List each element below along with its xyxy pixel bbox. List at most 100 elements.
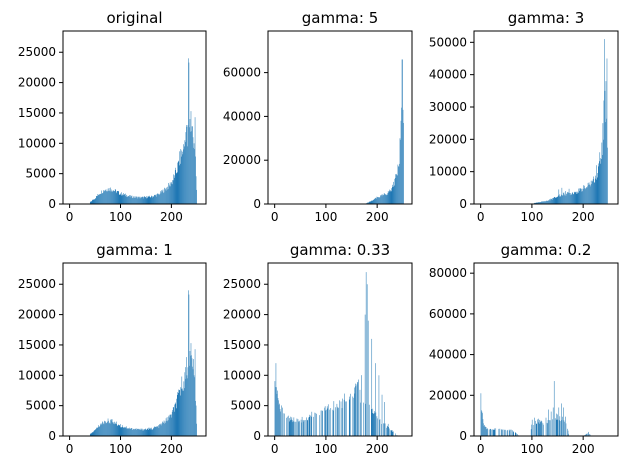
histogram-bar: [166, 187, 167, 204]
histogram-bar: [182, 388, 183, 436]
histogram-bar: [388, 428, 390, 436]
histogram-bar: [582, 191, 583, 204]
subplot-4: 0 100 200 0 5000 10000 15000 20000 25000 gamma: 1: [18, 241, 207, 456]
histogram-bar: [166, 189, 168, 204]
histogram-bar: [144, 429, 145, 436]
histogram-bar: [161, 192, 163, 204]
histogram-bar: [602, 123, 604, 204]
histogram-bar: [592, 181, 593, 204]
histogram-bar: [133, 196, 134, 204]
x-tick-label: 0: [477, 442, 485, 456]
histogram-bar: [185, 142, 186, 204]
histogram-bar: [143, 429, 145, 436]
histogram-bar: [179, 165, 180, 204]
histogram-bar: [132, 198, 134, 204]
histogram-bar: [375, 197, 376, 204]
axes-frame: [473, 262, 619, 437]
histogram-bar: [494, 429, 496, 436]
axes-frame: [267, 30, 413, 205]
histogram-bar: [129, 195, 130, 204]
histogram-bar: [536, 202, 537, 204]
histogram-bars: [480, 381, 591, 436]
histogram-bar: [101, 193, 103, 204]
histogram-bar: [195, 176, 197, 204]
histogram-bar: [187, 146, 188, 204]
histogram-bar: [155, 194, 157, 204]
histogram-bar: [567, 192, 568, 204]
histogram-bar: [110, 419, 111, 436]
histogram-bar: [146, 429, 147, 436]
histogram-bar: [104, 420, 105, 436]
histogram-bar: [171, 411, 173, 436]
histogram-bar: [102, 193, 103, 204]
y-tick-label: 20000: [223, 153, 261, 167]
histogram-bar: [557, 196, 559, 204]
histogram-bar: [103, 191, 105, 204]
histogram-bar: [369, 201, 371, 204]
y-tick-label: 20000: [223, 308, 261, 322]
histogram-bar: [399, 138, 401, 204]
histogram-bar: [588, 184, 589, 204]
histogram-bar: [113, 424, 115, 436]
histogram-bar: [104, 190, 106, 204]
histogram-bars: [89, 290, 197, 436]
histogram-bar: [144, 197, 146, 204]
histogram-bar: [172, 180, 173, 204]
histogram-bar: [558, 189, 560, 204]
histogram-bar: [102, 422, 104, 436]
histogram-bar: [106, 191, 107, 204]
histogram-bar: [120, 427, 121, 436]
histogram-bar: [542, 201, 544, 204]
histogram-bar: [295, 421, 297, 436]
histogram-bar: [171, 414, 172, 436]
histogram-bar: [391, 191, 393, 204]
histogram-bar: [357, 381, 359, 436]
histogram-bar: [580, 188, 581, 204]
histogram-bar: [181, 156, 182, 204]
histogram-bar: [394, 178, 396, 204]
histogram-bar: [575, 191, 576, 204]
histogram-bar: [354, 387, 355, 436]
histogram-bar: [552, 198, 553, 204]
histogram-bar: [143, 196, 144, 204]
histogram-bar: [532, 425, 534, 436]
histogram-bar: [372, 408, 374, 436]
histogram-bar: [561, 194, 562, 204]
histogram-bar: [563, 192, 565, 204]
histogram-bar: [368, 201, 370, 204]
histogram-bar: [319, 415, 320, 436]
histogram-bar: [597, 173, 599, 204]
histogram-bar: [140, 429, 141, 436]
histogram-bar: [145, 196, 147, 204]
histogram-bar: [139, 196, 140, 204]
histogram-bar: [118, 190, 119, 204]
histogram-bar: [394, 185, 395, 204]
histogram-bar: [182, 151, 183, 204]
histogram-bar: [92, 432, 93, 436]
y-tick-label: 50000: [429, 35, 467, 49]
histogram-bar: [390, 430, 392, 436]
x-tick-label: 100: [109, 210, 132, 224]
histogram-bar: [181, 376, 183, 436]
histogram-bar: [298, 422, 300, 436]
histogram-bar: [487, 428, 488, 436]
histogram-bar: [131, 195, 133, 204]
histogram-bar: [402, 109, 404, 204]
histogram-bar: [300, 419, 302, 436]
histogram-bar: [549, 200, 551, 204]
histogram-bar: [294, 421, 296, 436]
histogram-bar: [178, 392, 179, 436]
histogram-bar: [595, 179, 597, 204]
subplot-3: 0 100 200 0 10000 20000 30000 40000 50000 gamma: …: [429, 9, 619, 224]
histogram-bar: [579, 188, 581, 204]
histogram-bar: [484, 426, 486, 436]
histogram-bar: [297, 419, 299, 436]
histogram-bar: [293, 421, 294, 436]
histogram-bar: [188, 290, 189, 436]
histogram-bar: [355, 386, 357, 436]
histogram-bar: [156, 427, 157, 436]
histogram-bar: [129, 429, 131, 436]
histogram-bar: [583, 189, 585, 204]
histogram-bar: [340, 401, 342, 436]
histogram-bar: [154, 194, 156, 204]
